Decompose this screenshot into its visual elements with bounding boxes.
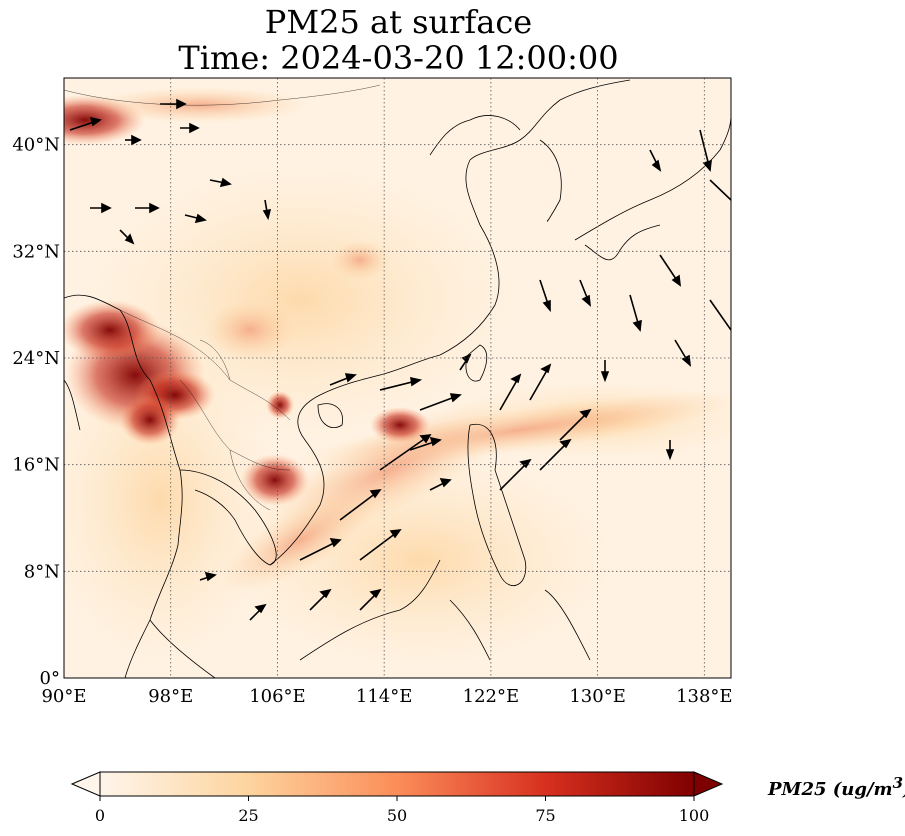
lat-tick-label: 8°N (24, 561, 60, 582)
lon-tick-label: 114°E (356, 686, 413, 707)
lat-tick-label: 32°N (12, 241, 60, 262)
pm25-field (64, 78, 731, 678)
colorbar-tick-label: 0 (94, 806, 106, 825)
lon-tick-label: 90°E (41, 686, 86, 707)
colorbar-max-extend (693, 771, 724, 797)
lon-tick-label: 122°E (463, 686, 520, 707)
map-subtitle-time: Time: 2024-03-20 12:00:00 (178, 39, 619, 77)
wind-vectors (69, 98, 731, 621)
gridlines (64, 78, 731, 678)
lon-tick-label: 130°E (569, 686, 626, 707)
map-frame (63, 77, 732, 679)
lat-tick-label: 0° (40, 668, 60, 689)
lon-tick-labels: 90°E 98°E 106°E 114°E 122°E 130°E 138°E (41, 686, 732, 707)
lon-tick-label: 138°E (676, 686, 733, 707)
colorbar-tick-label: 50 (386, 806, 408, 825)
colorbar-tick-label: 100 (678, 806, 710, 825)
lat-tick-label: 16°N (12, 455, 60, 476)
borders (64, 84, 381, 511)
colorbar-min-extend (70, 771, 101, 797)
lat-tick-labels: 0° 8°N 16°N 24°N 32°N 40°N (12, 135, 60, 689)
map-title: PM25 at surface (264, 3, 533, 41)
colorbar-label: PM25 (ug/m3) (768, 774, 905, 800)
lat-tick-label: 40°N (12, 135, 60, 156)
colorbar (70, 771, 724, 801)
lon-tick-label: 98°E (148, 686, 193, 707)
colorbar-scale (99, 771, 695, 797)
lon-tick-label: 106°E (249, 686, 306, 707)
lat-tick-label: 24°N (12, 348, 60, 369)
colorbar-tick-label: 75 (535, 806, 556, 825)
colorbar-tick-label: 25 (238, 806, 259, 825)
